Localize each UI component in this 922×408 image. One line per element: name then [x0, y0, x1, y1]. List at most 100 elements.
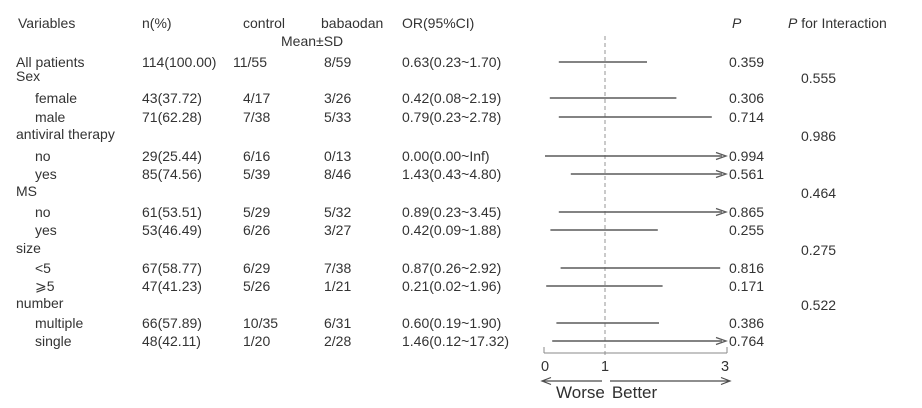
row-label: All patients: [16, 54, 85, 70]
or-ci-value: 0.21(0.02~1.96): [402, 278, 502, 294]
axis-tick-label: 3: [721, 359, 729, 375]
column-header-p: P: [732, 15, 742, 31]
row-label: yes: [35, 222, 57, 238]
control-value: 5/39: [243, 166, 271, 182]
p-value: 0.386: [729, 315, 765, 331]
axis-tick-label: 0: [541, 359, 549, 375]
babaodan-value: 7/38: [324, 260, 352, 276]
group-row-label: antiviral therapy: [16, 126, 115, 142]
n-percent-value: 29(25.44): [142, 148, 202, 164]
column-header-variables: Variables: [18, 15, 76, 31]
n-percent-value: 71(62.28): [142, 109, 202, 125]
babaodan-value: 2/28: [324, 333, 352, 349]
group-row-label: size: [16, 240, 41, 256]
row-label: no: [35, 148, 51, 164]
control-value: 6/26: [243, 222, 271, 238]
or-ci-value: 0.60(0.19~1.90): [402, 315, 502, 331]
n-percent-value: 66(57.89): [142, 315, 202, 331]
column-header-n-percent: n(%): [142, 15, 172, 31]
babaodan-value: 3/26: [324, 90, 352, 106]
control-value: 10/35: [243, 315, 279, 331]
p-value: 0.714: [729, 109, 765, 125]
control-value: 4/17: [243, 90, 271, 106]
p-interaction-value: 0.275: [801, 242, 837, 258]
p-value: 0.359: [729, 54, 765, 70]
group-row-label: number: [16, 295, 64, 311]
or-ci-value: 0.87(0.26~2.92): [402, 260, 502, 276]
group-row-label: Sex: [16, 68, 41, 84]
row-label: single: [35, 333, 72, 349]
p-interaction-value: 0.464: [801, 185, 837, 201]
row-label: male: [35, 109, 66, 125]
control-value: 5/26: [243, 278, 271, 294]
row-label: female: [35, 90, 78, 106]
row-label: ⩾5: [35, 278, 55, 294]
babaodan-value: 5/33: [324, 109, 352, 125]
p-value: 0.764: [729, 333, 765, 349]
or-ci-value: 1.43(0.43~4.80): [402, 166, 502, 182]
control-value: 6/16: [243, 148, 271, 164]
babaodan-value: 0/13: [324, 148, 352, 164]
babaodan-value: 6/31: [324, 315, 352, 331]
n-percent-value: 47(41.23): [142, 278, 202, 294]
column-subheader-mean-sd: Mean±SD: [281, 33, 344, 49]
p-value: 0.816: [729, 260, 765, 276]
control-value: 7/38: [243, 109, 271, 125]
p-interaction-header-suffix: for Interaction: [801, 15, 887, 31]
column-header-control: control: [243, 15, 286, 31]
babaodan-value: 5/32: [324, 204, 352, 220]
n-percent-value: 43(37.72): [142, 90, 202, 106]
control-value: 11/55: [233, 54, 267, 70]
column-header-babaodan: babaodan: [321, 15, 384, 31]
row-label: no: [35, 204, 51, 220]
p-value: 0.561: [729, 166, 765, 182]
ci-arrowhead: [715, 207, 728, 217]
control-value: 6/29: [243, 260, 271, 276]
direction-arrowhead-left: [540, 376, 552, 386]
control-value: 1/20: [243, 333, 271, 349]
n-percent-value: 48(42.11): [142, 333, 201, 349]
ci-arrowhead: [715, 169, 728, 179]
row-label: multiple: [35, 315, 84, 331]
n-percent-value: 61(53.51): [142, 204, 202, 220]
p-interaction-value: 0.986: [801, 128, 837, 144]
p-value: 0.171: [729, 278, 765, 294]
group-row-label: MS: [16, 183, 37, 199]
or-ci-value: 0.89(0.23~3.45): [402, 204, 502, 220]
or-ci-value: 1.46(0.12~17.32): [402, 333, 510, 349]
direction-arrowhead-right: [720, 376, 732, 386]
or-ci-value: 0.42(0.08~2.19): [402, 90, 502, 106]
babaodan-value: 3/27: [324, 222, 352, 238]
babaodan-value: 8/46: [324, 166, 352, 182]
row-label: yes: [35, 166, 57, 182]
or-ci-value: 0.79(0.23~2.78): [402, 109, 502, 125]
n-percent-value: 114(100.00): [142, 54, 217, 70]
row-label: <5: [35, 260, 51, 276]
column-header-or-ci: OR(95%CI): [402, 15, 475, 31]
ci-arrowhead: [715, 151, 728, 161]
axis-tick-label: 1: [601, 359, 609, 375]
ci-arrowhead: [715, 336, 728, 346]
n-percent-value: 53(46.49): [142, 222, 202, 238]
p-interaction-header-prefix: P: [788, 15, 798, 31]
or-ci-value: 0.00(0.00~Inf): [402, 148, 490, 164]
or-ci-value: 0.63(0.23~1.70): [402, 54, 502, 70]
better-label: Better: [611, 383, 658, 402]
babaodan-value: 8/59: [324, 54, 352, 70]
or-ci-value: 0.42(0.09~1.88): [402, 222, 502, 238]
p-value: 0.306: [729, 90, 765, 106]
p-interaction-value: 0.522: [801, 297, 837, 313]
worse-label: Worse: [556, 383, 605, 402]
axis-direction-labels: Worse Better: [556, 383, 664, 403]
n-percent-value: 85(74.56): [142, 166, 202, 182]
babaodan-value: 1/21: [324, 278, 352, 294]
control-value: 5/29: [243, 204, 271, 220]
p-value: 0.994: [729, 148, 765, 164]
p-value: 0.255: [729, 222, 765, 238]
p-value: 0.865: [729, 204, 765, 220]
p-interaction-value: 0.555: [801, 70, 837, 86]
column-header-p-interaction: P for Interaction: [788, 15, 887, 31]
n-percent-value: 67(58.77): [142, 260, 202, 276]
